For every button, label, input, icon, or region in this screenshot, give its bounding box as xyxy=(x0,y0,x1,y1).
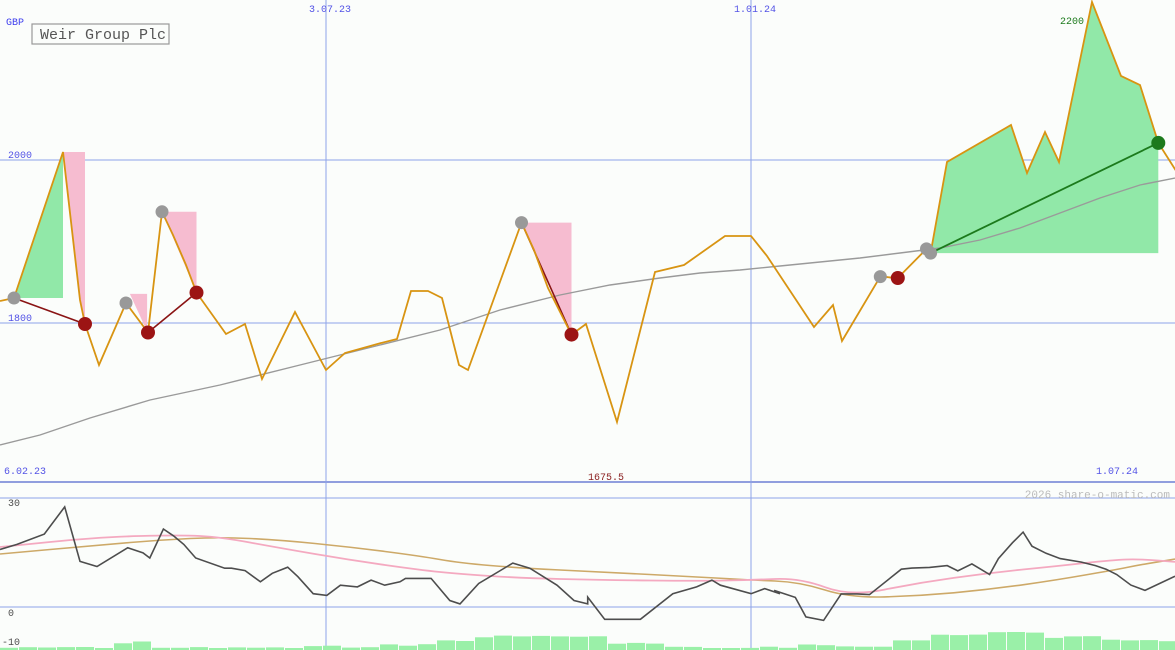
svg-text:1.07.24: 1.07.24 xyxy=(1096,467,1138,478)
svg-text:2000: 2000 xyxy=(8,151,32,162)
svg-text:-10: -10 xyxy=(2,638,20,649)
svg-text:1.01.24: 1.01.24 xyxy=(734,5,776,16)
svg-text:1800: 1800 xyxy=(8,314,32,325)
svg-text:2200: 2200 xyxy=(1060,17,1084,28)
svg-text:2026 share-o-matic.com: 2026 share-o-matic.com xyxy=(1025,490,1171,502)
svg-text:6.02.23: 6.02.23 xyxy=(4,467,46,478)
svg-text:GBP: GBP xyxy=(6,18,24,29)
svg-text:Weir Group Plc: Weir Group Plc xyxy=(40,27,166,44)
svg-text:3.07.23: 3.07.23 xyxy=(309,5,351,16)
svg-text:0: 0 xyxy=(8,609,14,620)
svg-text:1675.5: 1675.5 xyxy=(588,473,624,484)
svg-text:30: 30 xyxy=(8,499,20,510)
